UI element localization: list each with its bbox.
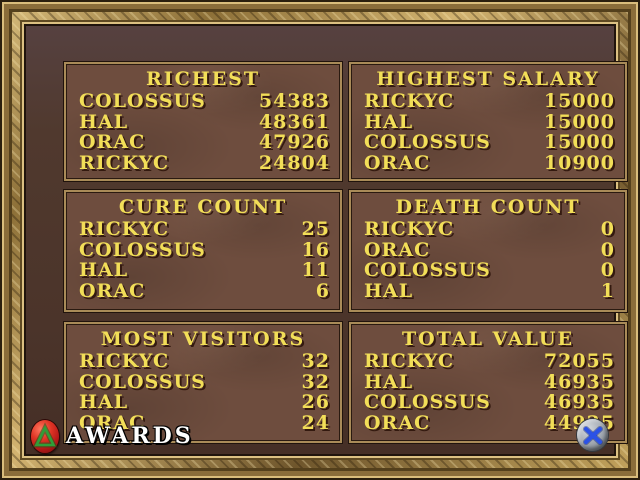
stat-value: 6 [315,279,330,302]
stat-row: COLOSSUS 46935 [351,392,625,413]
player-name: RICKYC [79,151,170,174]
stat-value: 25 [301,218,330,240]
stat-row: ORAC 0 [351,238,625,261]
player-name: ORAC [79,411,146,434]
player-name: ORAC [364,411,431,434]
stat-row: ORAC 10900 [351,151,625,174]
stat-rows: RICKYC 25 COLOSSUS 16 HAL 11 ORAC 6 [66,219,340,301]
stat-value: 47926 [258,131,330,153]
player-name: ORAC [79,279,146,302]
stat-rows: RICKYC 32 COLOSSUS 32 HAL 26 ORAC 24 [66,351,340,433]
stat-value: 24804 [258,151,330,174]
player-name: ORAC [79,131,146,153]
stat-value: 0 [600,238,615,261]
triangle-icon [32,421,58,447]
stat-row: RICKYC 15000 [351,91,625,112]
stat-row: RICKYC 25 [66,219,340,240]
stat-row: COLOSSUS 54383 [66,91,340,112]
close-button[interactable] [577,419,608,451]
awards-button[interactable]: AWARDS [31,418,194,454]
player-name: RICKYC [79,218,170,240]
stat-row: HAL 26 [66,392,340,413]
awards-label: AWARDS [66,423,194,449]
panel-title: MOST VISITORS [100,328,306,350]
stat-row: RICKYC 24804 [66,151,340,174]
stat-row: RICKYC 0 [351,219,625,240]
player-name: HAL [79,110,129,133]
player-name: COLOSSUS [364,391,491,413]
player-name: ORAC [364,151,431,174]
panel-total-value: TOTAL VALUE RICKYC 72055 HAL 46935 COLOS… [349,322,627,443]
stat-value: 54383 [258,90,330,112]
stat-value: 10900 [543,151,615,174]
stat-row: RICKYC 32 [66,351,340,372]
stat-row: COLOSSUS 32 [66,370,340,393]
player-name: RICKYC [364,218,455,240]
stat-row: COLOSSUS 0 [351,260,625,281]
triangle-badge-icon [31,419,59,453]
stat-row: ORAC 6 [66,279,340,302]
stat-value: 72055 [543,350,615,372]
stat-row: HAL 15000 [351,110,625,133]
stat-value: 46935 [543,370,615,393]
player-name: COLOSSUS [364,131,491,153]
stat-value: 1 [600,279,615,302]
stat-row: ORAC 24 [66,411,340,434]
stat-value: 0 [600,218,615,240]
stat-value: 0 [600,259,615,281]
stat-row: COLOSSUS 16 [66,238,340,261]
stat-value: 32 [301,370,330,393]
player-name: HAL [79,391,129,413]
player-name: COLOSSUS [364,259,491,281]
stat-row: COLOSSUS 15000 [351,132,625,153]
player-name: COLOSSUS [79,370,206,393]
panel-title: CURE COUNT [118,196,288,218]
stat-rows: RICKYC 15000 HAL 15000 COLOSSUS 15000 OR… [351,91,625,173]
stat-row: HAL 1 [351,279,625,302]
stat-row: HAL 46935 [351,370,625,393]
stat-value: 24 [301,411,330,434]
panel-title: RICHEST [145,68,261,90]
stat-value: 46935 [543,391,615,413]
player-name: RICKYC [79,350,170,372]
player-name: RICKYC [364,90,455,112]
stat-value: 15000 [543,90,615,112]
stat-rows: COLOSSUS 54383 HAL 48361 ORAC 47926 RICK… [66,91,340,173]
stat-value: 26 [301,391,330,413]
wood-backdrop: RICHEST COLOSSUS 54383 HAL 48361 ORAC 47… [26,26,627,454]
player-name: COLOSSUS [79,90,206,112]
stat-value: 11 [301,259,330,281]
panel-title: TOTAL VALUE [402,328,574,350]
stat-value: 16 [301,238,330,261]
stat-row: HAL 11 [66,260,340,281]
player-name: COLOSSUS [79,238,206,261]
panel-cure-count: CURE COUNT RICKYC 25 COLOSSUS 16 HAL 11 … [64,190,342,312]
player-name: HAL [364,279,414,302]
stat-row: HAL 48361 [66,110,340,133]
player-name: HAL [364,110,414,133]
panel-title: DEATH COUNT [395,196,581,218]
stat-value: 15000 [543,110,615,133]
player-name: ORAC [364,238,431,261]
panel-highest-salary: HIGHEST SALARY RICKYC 15000 HAL 15000 CO… [349,62,627,181]
panel-richest: RICHEST COLOSSUS 54383 HAL 48361 ORAC 47… [64,62,342,181]
player-name: HAL [79,259,129,281]
player-name: HAL [364,370,414,393]
panel-death-count: DEATH COUNT RICKYC 0 ORAC 0 COLOSSUS 0 H… [349,190,627,312]
panel-most-visitors: MOST VISITORS RICKYC 32 COLOSSUS 32 HAL … [64,322,342,443]
stat-value: 32 [301,350,330,372]
panel-title: HIGHEST SALARY [376,68,600,90]
stat-rows: RICKYC 0 ORAC 0 COLOSSUS 0 HAL 1 [351,219,625,301]
stat-value: 15000 [543,131,615,153]
player-name: RICKYC [364,350,455,372]
stat-value: 48361 [258,110,330,133]
stat-row: ORAC 47926 [66,132,340,153]
blue-x-icon [582,426,603,445]
stat-row: RICKYC 72055 [351,351,625,372]
